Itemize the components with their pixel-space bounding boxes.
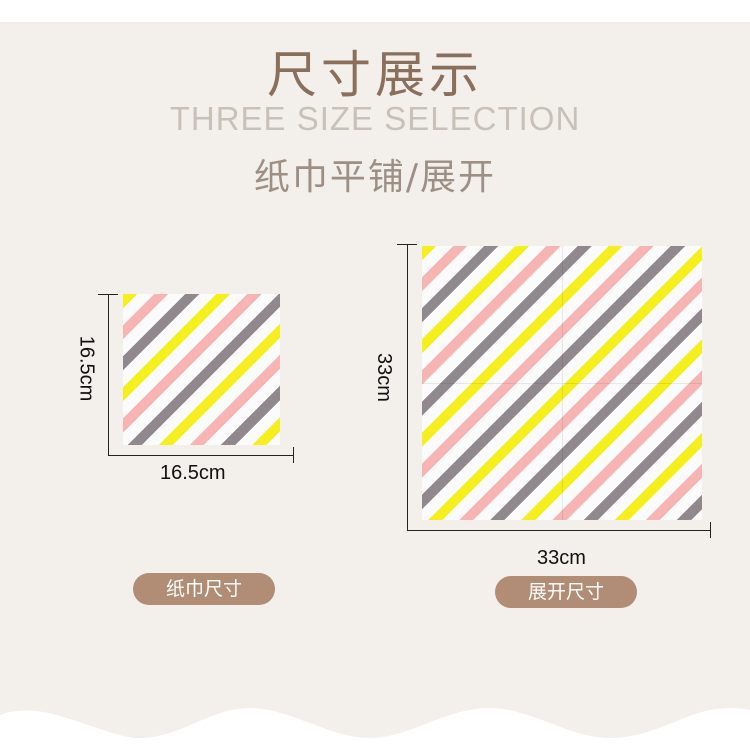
height-dimension-line bbox=[407, 244, 408, 531]
unfolded-height-label: 33cm bbox=[372, 353, 395, 402]
small-napkin-image bbox=[123, 294, 280, 445]
caption: 纸巾平铺/展开 bbox=[253, 157, 497, 198]
height-dimension-line bbox=[108, 294, 109, 456]
width-dimension-line bbox=[407, 530, 711, 531]
width-dimension-tick bbox=[293, 447, 294, 463]
height-dimension-tick bbox=[98, 294, 118, 295]
unfolded-size-badge: 展开尺寸 bbox=[495, 576, 637, 608]
width-dimension-tick bbox=[710, 522, 711, 538]
wave-divider bbox=[0, 708, 750, 750]
unfolded-napkin-image bbox=[422, 246, 702, 520]
page-title: 尺寸展示 bbox=[267, 46, 483, 104]
small-height-label: 16.5cm bbox=[75, 335, 98, 402]
subtitle: THREE SIZE SELECTION bbox=[169, 100, 581, 137]
small-width-label: 16.5cm bbox=[160, 462, 226, 484]
small-size-badge: 纸巾尺寸 bbox=[133, 573, 275, 605]
unfolded-width-label: 33cm bbox=[537, 547, 586, 569]
width-dimension-line bbox=[108, 455, 294, 456]
height-dimension-tick bbox=[397, 244, 417, 245]
